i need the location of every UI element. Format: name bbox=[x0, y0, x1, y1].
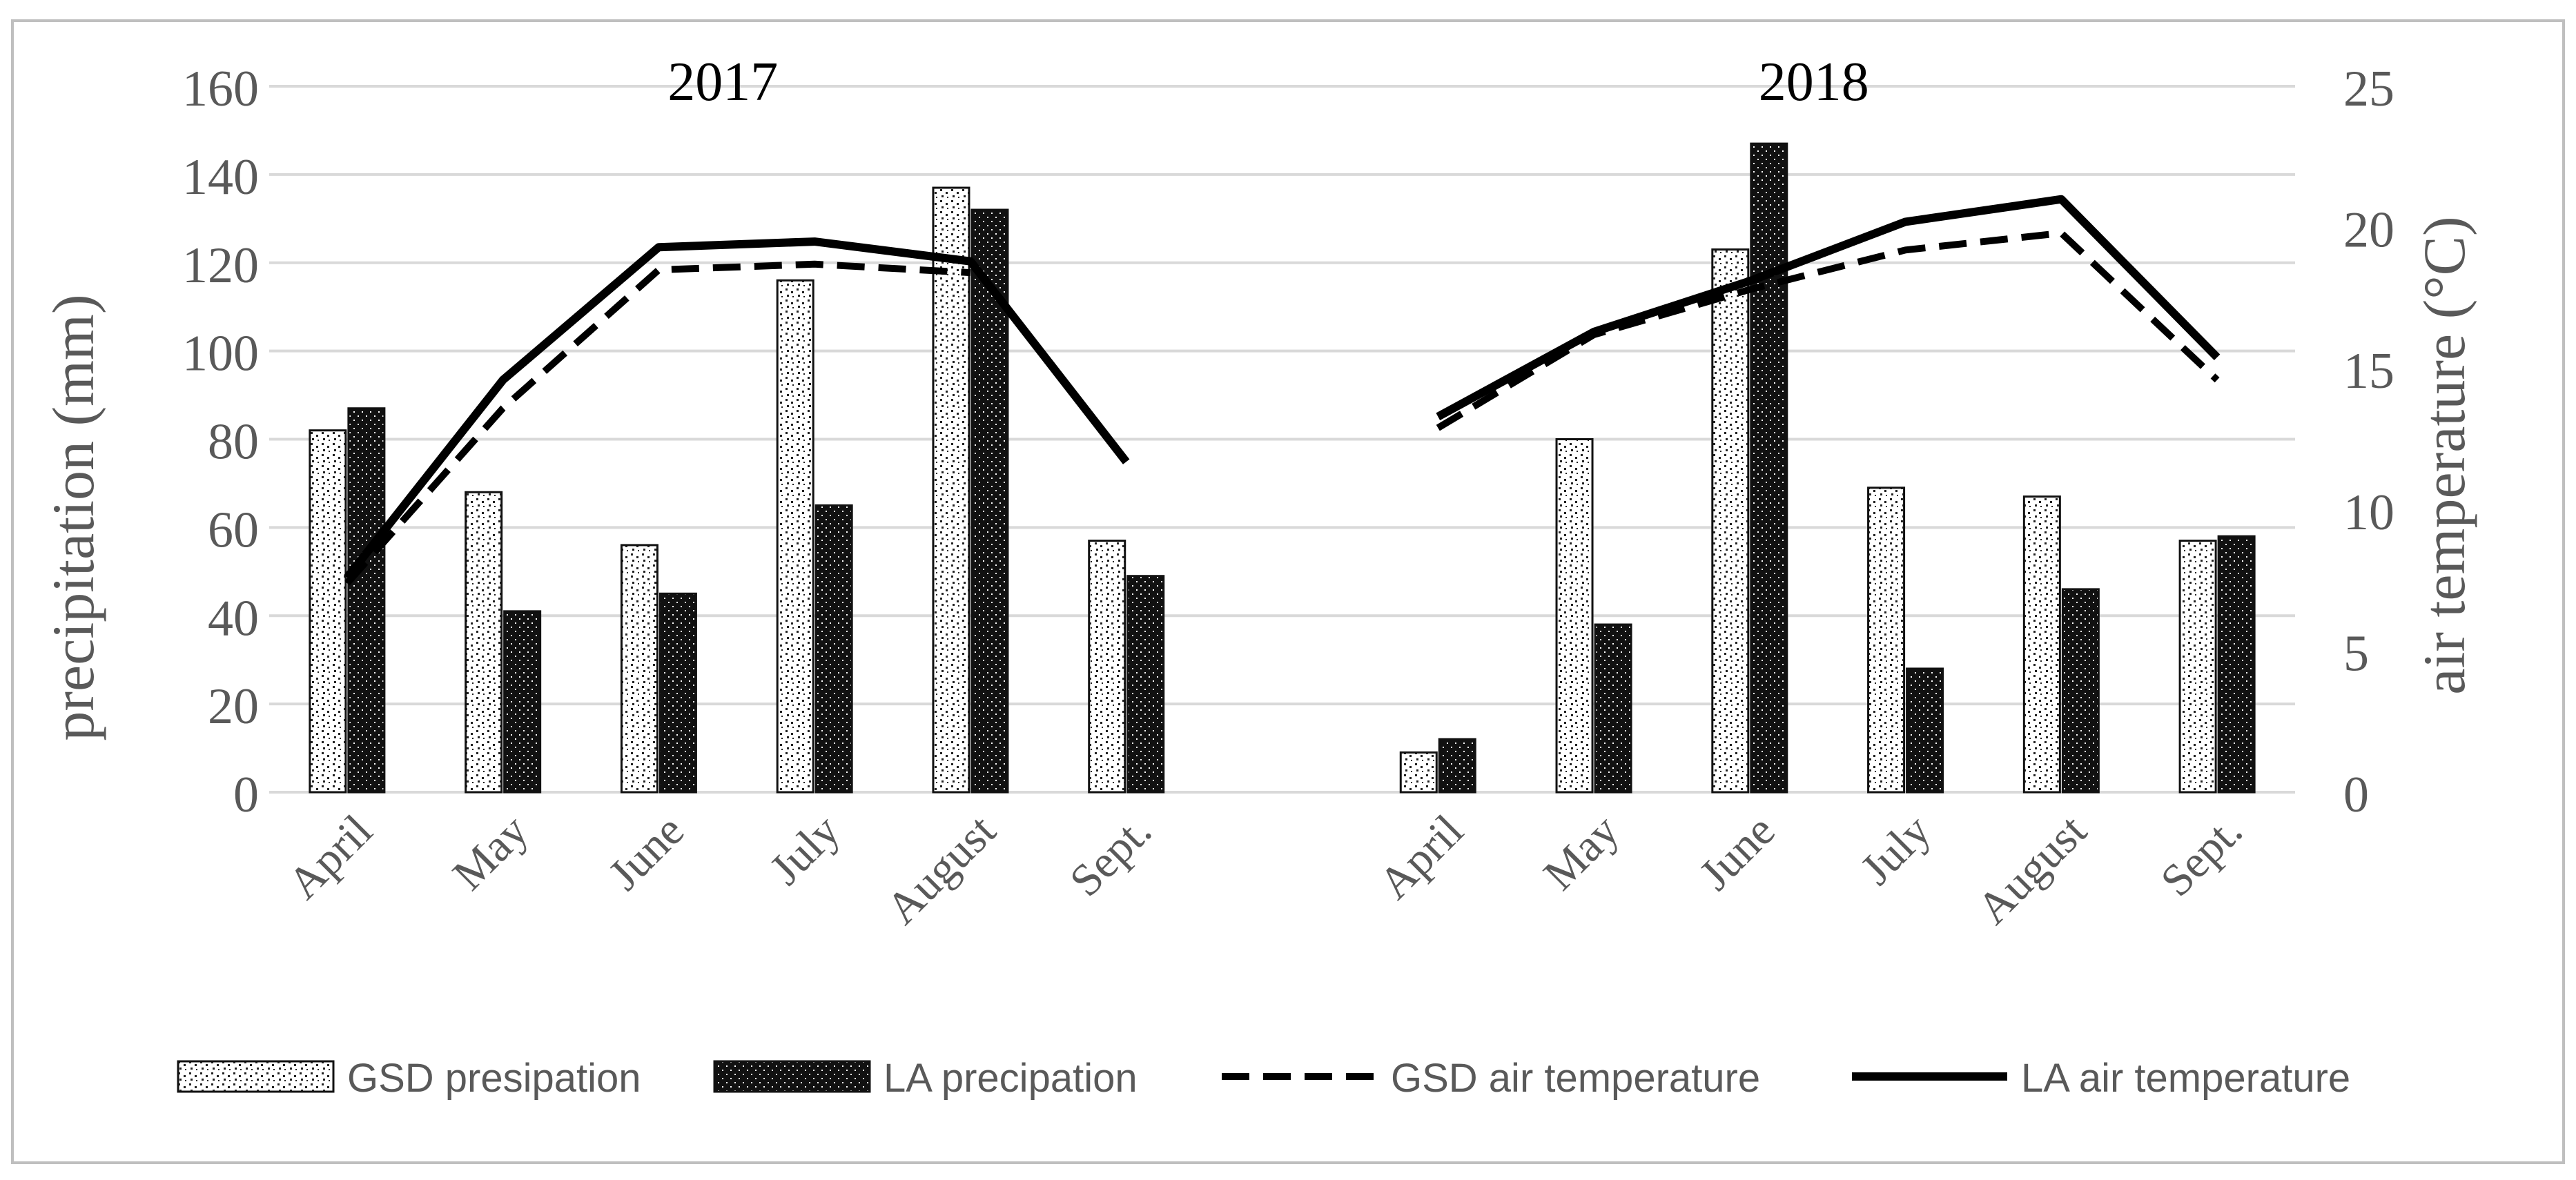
gsd-precip-bar bbox=[2022, 495, 2061, 794]
right-tick-label: 25 bbox=[2343, 61, 2394, 117]
la-precip-bar bbox=[2061, 588, 2100, 794]
bars bbox=[309, 142, 2256, 794]
legend-gsd-precip-swatch bbox=[177, 1060, 335, 1093]
la-precip-bar bbox=[1750, 142, 1788, 794]
year-label: 2018 bbox=[1759, 52, 1869, 112]
right-tick-label: 15 bbox=[2343, 343, 2394, 400]
right-tick-label: 5 bbox=[2343, 625, 2369, 682]
gsd-precip-bar bbox=[620, 544, 658, 794]
la-air-temp-line bbox=[344, 237, 1130, 580]
right-tick-label: 0 bbox=[2343, 767, 2369, 823]
left-axis-ticks: 0 20 40 60 80 100 120 140 160 bbox=[182, 61, 259, 823]
right-axis-ticks: 0 5 10 15 20 25 bbox=[2343, 61, 2394, 823]
la-precip-bar bbox=[1906, 667, 1944, 794]
legend: GSD presipation LA precipation GSD air tem… bbox=[177, 1056, 2350, 1101]
la-air-temp-line bbox=[1436, 195, 2221, 421]
gsd-precip-bar bbox=[1399, 751, 1438, 794]
right-axis-label: air temperature (°C) bbox=[2411, 216, 2477, 694]
la-precip-bar bbox=[347, 407, 386, 794]
right-tick-label: 10 bbox=[2343, 484, 2394, 541]
left-tick-label: 20 bbox=[208, 678, 259, 735]
left-tick-label: 120 bbox=[182, 237, 259, 294]
legend-label: LA air temperature bbox=[2021, 1056, 2350, 1101]
la-precip-bar bbox=[2217, 535, 2256, 794]
legend-label: GSD presipation bbox=[347, 1056, 641, 1101]
gsd-precip-bar bbox=[1867, 486, 1906, 794]
gsd-precip-bar bbox=[932, 186, 970, 794]
legend-label: GSD air temperature bbox=[1391, 1056, 1760, 1101]
left-tick-label: 0 bbox=[233, 767, 259, 823]
legend-la-precip-swatch bbox=[713, 1060, 871, 1093]
la-precip-bar bbox=[814, 504, 853, 794]
gsd-precip-bar bbox=[1555, 438, 1594, 794]
right-tick-label: 20 bbox=[2343, 202, 2394, 259]
year-labels: 2017 2018 bbox=[667, 52, 1868, 112]
legend-label: LA precipation bbox=[884, 1056, 1138, 1101]
gsd-precip-bar bbox=[1088, 540, 1126, 794]
gsd-precip-bar bbox=[2178, 540, 2217, 794]
gsd-precip-bar bbox=[776, 279, 814, 794]
left-tick-label: 80 bbox=[208, 414, 259, 471]
temperature-lines bbox=[344, 195, 2221, 586]
left-tick-label: 100 bbox=[182, 326, 259, 382]
la-precip-bar bbox=[1438, 738, 1476, 794]
gridlines bbox=[269, 85, 2295, 794]
la-precip-bar bbox=[503, 610, 542, 794]
gsd-precip-bar bbox=[465, 491, 503, 794]
left-tick-label: 140 bbox=[182, 149, 259, 206]
chart-border bbox=[11, 19, 2565, 1164]
gsd-precip-bar bbox=[1711, 248, 1750, 794]
la-precip-bar bbox=[1594, 623, 1632, 794]
la-precip-bar bbox=[1126, 575, 1165, 794]
left-tick-label: 160 bbox=[182, 61, 259, 117]
year-label: 2017 bbox=[667, 52, 778, 112]
left-tick-label: 40 bbox=[208, 590, 259, 647]
left-axis-label: precipitation (mm) bbox=[40, 294, 106, 740]
gsd-precip-bar bbox=[309, 429, 347, 794]
left-tick-label: 60 bbox=[208, 502, 259, 558]
la-precip-bar bbox=[658, 592, 697, 794]
